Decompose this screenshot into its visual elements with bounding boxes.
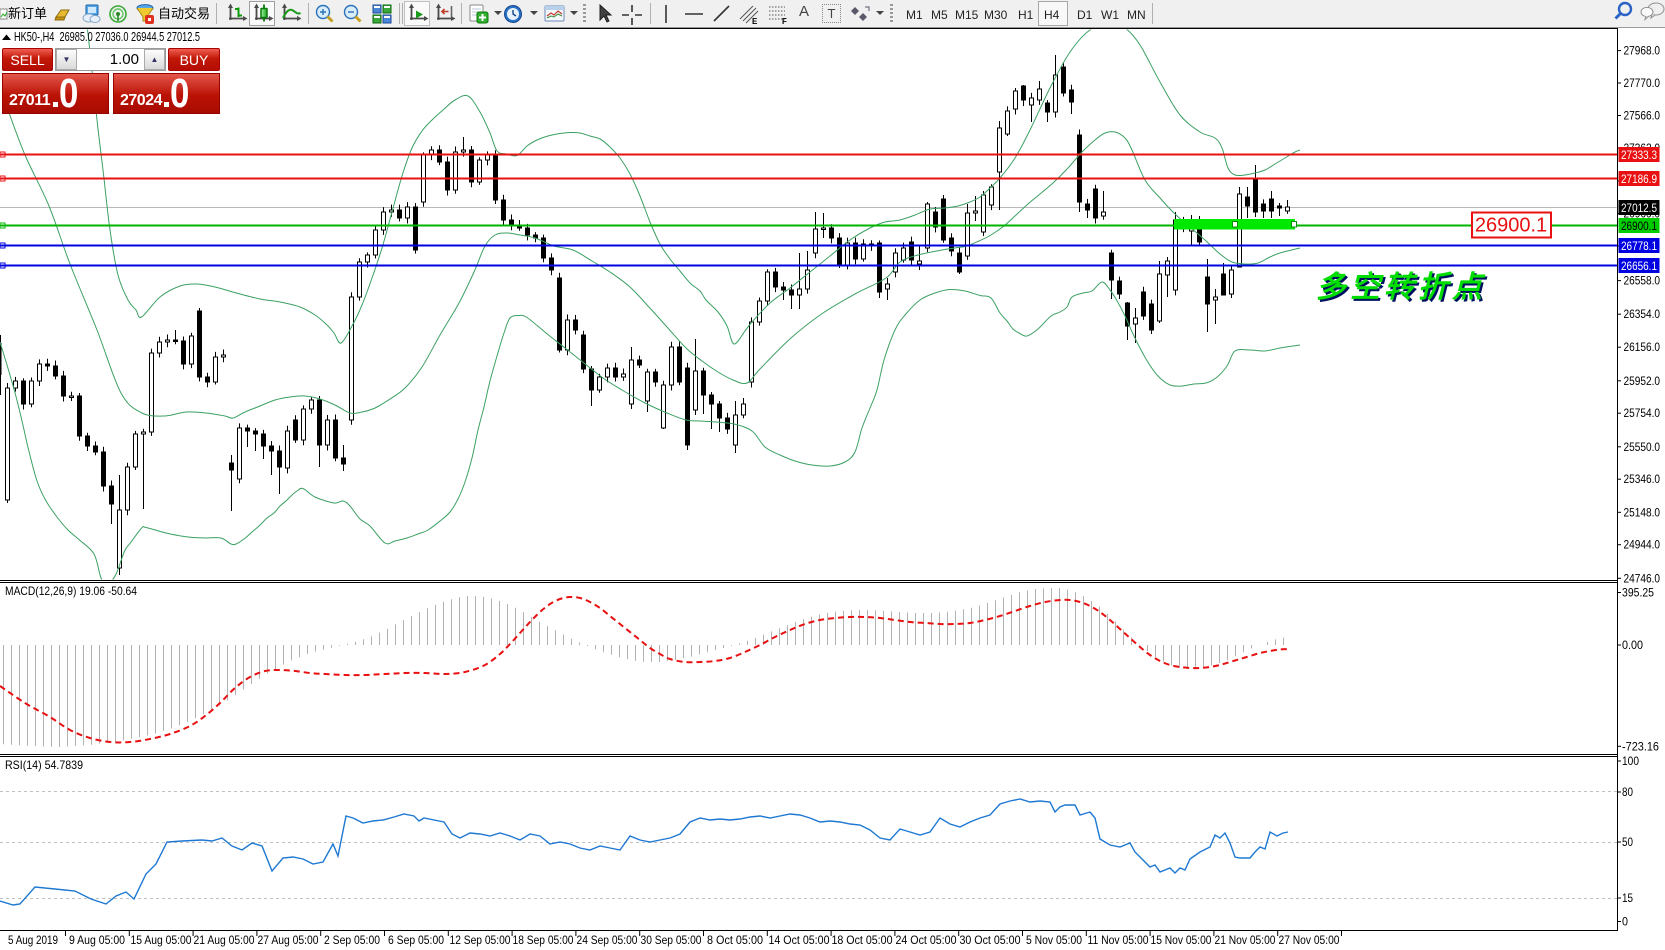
svg-text:-723.16: -723.16 (1622, 739, 1659, 753)
svg-text:26558.0: 26558.0 (1624, 274, 1661, 288)
svg-text:24746.0: 24746.0 (1624, 571, 1661, 585)
svg-text:MACD(12,26,9) 19.06 -50.64: MACD(12,26,9) 19.06 -50.64 (5, 584, 137, 598)
svg-text:多空转折点: 多空转折点 (1316, 271, 1486, 304)
svg-text:18 Oct 05:00: 18 Oct 05:00 (832, 933, 893, 947)
svg-text:15: 15 (1622, 891, 1633, 905)
svg-text:25346.0: 25346.0 (1624, 472, 1661, 486)
svg-text:24 Sep 05:00: 24 Sep 05:00 (577, 933, 638, 947)
svg-text:15 Aug 05:00: 15 Aug 05:00 (131, 933, 192, 947)
svg-text:26900.1: 26900.1 (1475, 215, 1547, 237)
svg-text:26778.1: 26778.1 (1621, 239, 1657, 253)
svg-text:21 Nov 05:00: 21 Nov 05:00 (1215, 933, 1276, 947)
svg-text:F: F (782, 17, 787, 25)
svg-text:2 Sep 05:00: 2 Sep 05:00 (324, 933, 380, 947)
svg-text:25952.0: 25952.0 (1624, 374, 1661, 388)
svg-text:21 Aug 05:00: 21 Aug 05:00 (194, 933, 255, 947)
svg-text:26156.0: 26156.0 (1624, 340, 1661, 354)
svg-text:24944.0: 24944.0 (1624, 538, 1661, 552)
svg-text:8 Oct 05:00: 8 Oct 05:00 (707, 933, 763, 947)
svg-text:9 Aug 05:00: 9 Aug 05:00 (69, 933, 125, 947)
svg-text:6 Sep 05:00: 6 Sep 05:00 (388, 933, 444, 947)
svg-text:0: 0 (1622, 915, 1628, 929)
svg-text:26656.1: 26656.1 (1621, 259, 1657, 273)
svg-text:25148.0: 25148.0 (1624, 505, 1661, 519)
svg-text:15 Nov 05:00: 15 Nov 05:00 (1151, 933, 1212, 947)
svg-text:27770.0: 27770.0 (1624, 76, 1661, 90)
svg-text:0.00: 0.00 (1622, 638, 1643, 652)
svg-text:多空转折点: 多空转折点 (1318, 273, 1488, 306)
svg-text:27968.0: 27968.0 (1624, 44, 1661, 58)
svg-text:80: 80 (1622, 785, 1633, 799)
svg-text:30 Oct 05:00: 30 Oct 05:00 (960, 933, 1021, 947)
svg-text:50: 50 (1622, 835, 1633, 849)
svg-text:5 Nov 05:00: 5 Nov 05:00 (1026, 933, 1082, 947)
svg-text:26354.0: 26354.0 (1624, 307, 1661, 321)
svg-text:27186.9: 27186.9 (1621, 172, 1657, 186)
svg-text:395.25: 395.25 (1622, 586, 1654, 600)
svg-text:HK50-,H4 26985.0 27036.0 2694: HK50-,H4 26985.0 27036.0 26944.5 27012.5 (14, 30, 200, 44)
svg-text:24 Oct 05:00: 24 Oct 05:00 (896, 933, 957, 947)
svg-text:27566.0: 27566.0 (1624, 109, 1661, 123)
svg-text:26900.1: 26900.1 (1621, 219, 1657, 233)
svg-text:27 Aug 05:00: 27 Aug 05:00 (258, 933, 319, 947)
svg-text:25754.0: 25754.0 (1624, 406, 1661, 420)
svg-text:30 Sep 05:00: 30 Sep 05:00 (641, 933, 702, 947)
svg-text:100: 100 (1622, 754, 1639, 768)
svg-text:27 Nov 05:00: 27 Nov 05:00 (1279, 933, 1340, 947)
svg-text:5 Aug 2019: 5 Aug 2019 (8, 933, 58, 947)
svg-text:11 Nov 05:00: 11 Nov 05:00 (1088, 933, 1149, 947)
svg-text:27333.3: 27333.3 (1621, 148, 1657, 162)
svg-text:14 Oct 05:00: 14 Oct 05:00 (769, 933, 830, 947)
svg-text:E: E (752, 17, 758, 25)
svg-text:18 Sep 05:00: 18 Sep 05:00 (513, 933, 574, 947)
svg-text:12 Sep 05:00: 12 Sep 05:00 (450, 933, 511, 947)
svg-text:RSI(14) 54.7839: RSI(14) 54.7839 (5, 758, 83, 772)
svg-text:27012.5: 27012.5 (1621, 201, 1657, 215)
svg-text:25550.0: 25550.0 (1624, 440, 1661, 454)
